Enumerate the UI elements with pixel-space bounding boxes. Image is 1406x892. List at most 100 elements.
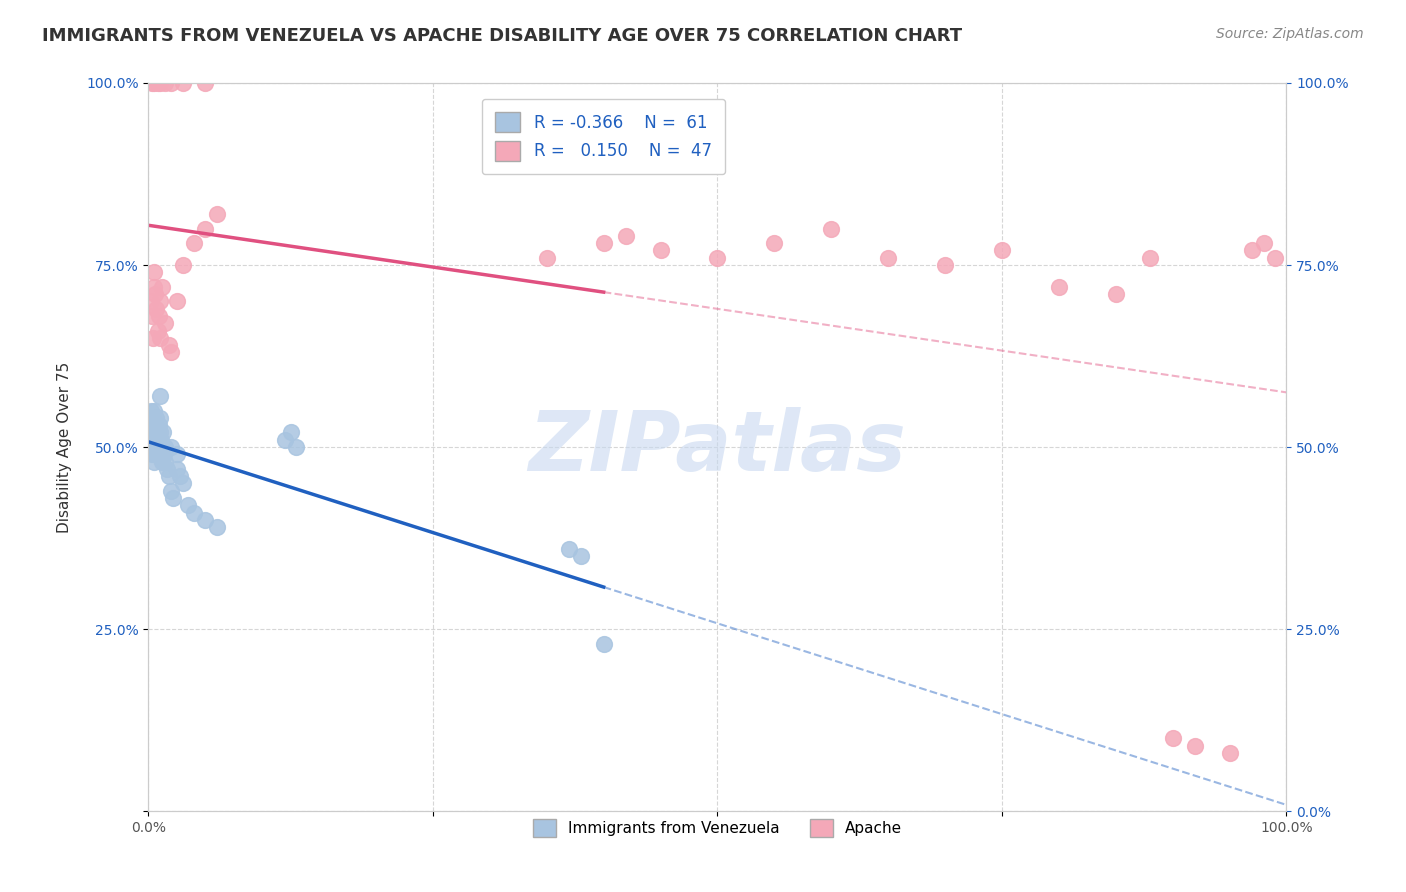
- Point: [160, 76, 183, 90]
- Point: [141, 309, 163, 323]
- Point: [155, 316, 177, 330]
- Point: [149, 411, 172, 425]
- Point: [274, 433, 297, 447]
- Point: [194, 221, 217, 235]
- Point: [146, 425, 169, 440]
- Point: [142, 440, 165, 454]
- Point: [143, 433, 166, 447]
- Point: [143, 76, 166, 90]
- Point: [1105, 287, 1128, 301]
- Point: [145, 425, 167, 440]
- Point: [166, 294, 188, 309]
- Point: [143, 287, 166, 301]
- Point: [166, 462, 188, 476]
- Point: [143, 265, 166, 279]
- Text: Source: ZipAtlas.com: Source: ZipAtlas.com: [1216, 27, 1364, 41]
- Point: [166, 447, 188, 461]
- Point: [172, 476, 194, 491]
- Point: [169, 469, 191, 483]
- Point: [205, 207, 228, 221]
- Point: [143, 418, 166, 433]
- Point: [160, 345, 183, 359]
- Point: [706, 251, 728, 265]
- Point: [139, 418, 162, 433]
- Point: [148, 418, 170, 433]
- Point: [1184, 739, 1206, 753]
- Point: [143, 447, 166, 461]
- Point: [820, 221, 842, 235]
- Point: [155, 76, 177, 90]
- Point: [139, 294, 162, 309]
- Point: [149, 389, 172, 403]
- Text: IMMIGRANTS FROM VENEZUELA VS APACHE DISABILITY AGE OVER 75 CORRELATION CHART: IMMIGRANTS FROM VENEZUELA VS APACHE DISA…: [42, 27, 962, 45]
- Point: [149, 76, 172, 90]
- Point: [142, 455, 165, 469]
- Point: [160, 440, 183, 454]
- Point: [172, 258, 194, 272]
- Point: [143, 280, 166, 294]
- Point: [592, 236, 614, 251]
- Point: [149, 447, 172, 461]
- Point: [149, 433, 172, 447]
- Point: [616, 228, 638, 243]
- Point: [194, 513, 217, 527]
- Point: [141, 76, 163, 90]
- Point: [155, 440, 177, 454]
- Point: [1161, 731, 1184, 746]
- Point: [194, 76, 217, 90]
- Point: [156, 462, 179, 476]
- Point: [146, 440, 169, 454]
- Point: [146, 76, 169, 90]
- Point: [162, 491, 184, 505]
- Point: [145, 301, 167, 316]
- Point: [650, 244, 672, 258]
- Point: [157, 469, 180, 483]
- Point: [536, 251, 558, 265]
- Point: [148, 309, 170, 323]
- Point: [763, 236, 786, 251]
- Point: [143, 433, 166, 447]
- Point: [141, 411, 163, 425]
- Point: [172, 76, 194, 90]
- Point: [1253, 236, 1275, 251]
- Point: [146, 433, 169, 447]
- Point: [1241, 244, 1264, 258]
- Point: [183, 506, 205, 520]
- Point: [1139, 251, 1161, 265]
- Point: [142, 331, 165, 345]
- Point: [145, 440, 167, 454]
- Point: [149, 425, 172, 440]
- Point: [142, 425, 165, 440]
- Point: [148, 440, 170, 454]
- Point: [141, 425, 163, 440]
- Point: [150, 440, 173, 454]
- Point: [153, 447, 176, 461]
- Point: [877, 251, 900, 265]
- Point: [991, 244, 1014, 258]
- Point: [280, 425, 302, 440]
- Point: [143, 440, 166, 454]
- Point: [160, 483, 183, 498]
- Point: [143, 418, 166, 433]
- Point: [592, 637, 614, 651]
- Point: [139, 433, 162, 447]
- Text: ZIPatlas: ZIPatlas: [529, 407, 907, 488]
- Point: [139, 403, 162, 417]
- Point: [155, 455, 177, 469]
- Point: [150, 280, 173, 294]
- Point: [177, 499, 200, 513]
- Point: [141, 447, 163, 461]
- Point: [558, 541, 581, 556]
- Y-axis label: Disability Age Over 75: Disability Age Over 75: [58, 361, 72, 533]
- Point: [146, 447, 169, 461]
- Legend: Immigrants from Venezuela, Apache: Immigrants from Venezuela, Apache: [526, 813, 908, 844]
- Point: [1219, 746, 1241, 760]
- Point: [149, 331, 172, 345]
- Point: [205, 520, 228, 534]
- Point: [150, 455, 173, 469]
- Point: [146, 324, 169, 338]
- Point: [1264, 251, 1286, 265]
- Point: [138, 425, 160, 440]
- Point: [141, 440, 163, 454]
- Point: [143, 403, 166, 417]
